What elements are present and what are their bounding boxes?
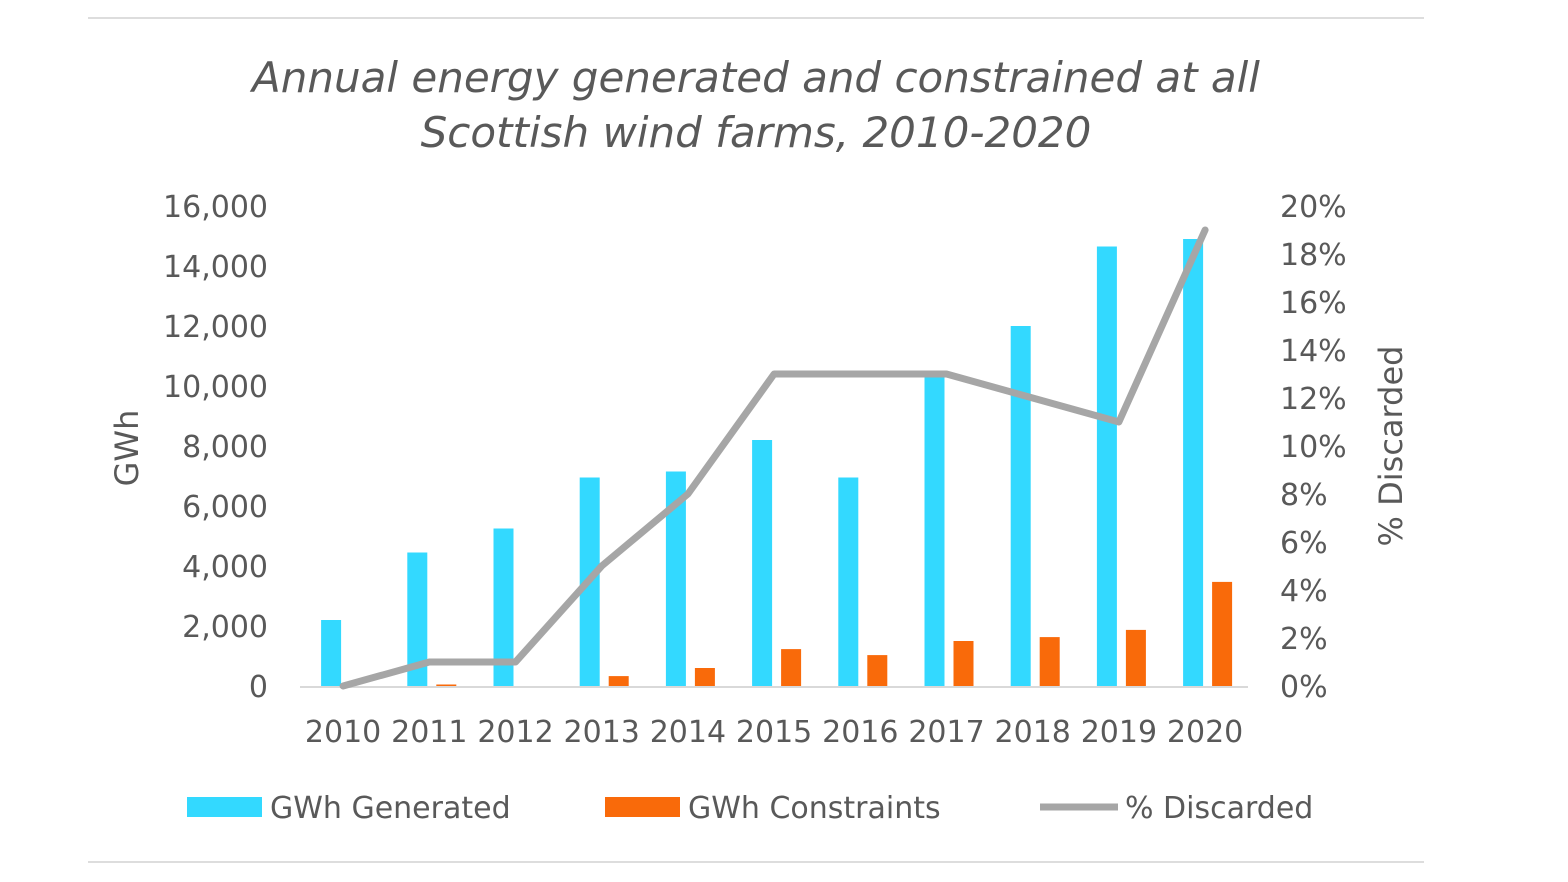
y-tick-label: 12,000 <box>163 310 268 345</box>
y2-tick-label: 16% <box>1280 286 1347 321</box>
bar-constraints <box>953 641 974 686</box>
y-tick-label: 8,000 <box>182 430 268 465</box>
x-tick-label: 2013 <box>564 715 640 750</box>
x-tick-label: 2011 <box>391 715 467 750</box>
y2-axis-label: % Discarded <box>1372 346 1410 547</box>
bar-generated <box>665 471 686 686</box>
chart-title-line1: Annual energy generated and constrained … <box>249 53 1260 102</box>
legend-label-generated: GWh Generated <box>270 791 511 826</box>
bar-generated <box>1183 239 1204 686</box>
x-tick-label: 2019 <box>1081 715 1157 750</box>
y-tick-label: 2,000 <box>182 610 268 645</box>
bar-constraints <box>1212 581 1233 686</box>
legend: GWh Generated GWh Constraints % Discarde… <box>187 791 1313 826</box>
y2-tick-label: 18% <box>1280 238 1347 273</box>
y-tick-label: 14,000 <box>163 250 268 285</box>
bar-constraints <box>1125 629 1146 686</box>
bar-constraints <box>1039 637 1060 686</box>
chart-title-line2: Scottish wind farms, 2010-2020 <box>421 108 1092 157</box>
bar-generated <box>321 620 342 686</box>
x-tick-label: 2012 <box>477 715 553 750</box>
bar-constraints <box>436 684 457 686</box>
y-axis-label: GWh <box>108 410 146 487</box>
legend-swatch-generated <box>187 797 262 817</box>
y-tick-label: 0 <box>249 670 268 705</box>
y2-tick-label: 6% <box>1280 526 1328 561</box>
y2-tick-label: 2% <box>1280 622 1328 657</box>
bar-generated <box>838 477 859 686</box>
line-discarded <box>339 226 1209 690</box>
x-tick-label: 2014 <box>650 715 726 750</box>
y2-tick-label: 4% <box>1280 574 1328 609</box>
bar-generated <box>752 440 773 686</box>
y-tick-label: 4,000 <box>182 550 268 585</box>
legend-swatch-constraints <box>605 797 680 817</box>
bar-generated <box>1010 326 1031 686</box>
legend-label-discarded: % Discarded <box>1125 791 1313 826</box>
y2-tick-label: 14% <box>1280 334 1347 369</box>
bar-constraints <box>694 668 715 686</box>
legend-label-constraints: GWh Constraints <box>688 791 941 826</box>
y2-tick-label: 20% <box>1280 190 1347 225</box>
y2-tick-label: 0% <box>1280 670 1328 705</box>
x-tick-label: 2016 <box>822 715 898 750</box>
x-tick-label: 2010 <box>305 715 381 750</box>
bar-generated <box>924 374 945 686</box>
y2-tick-label: 12% <box>1280 382 1347 417</box>
bar-generated <box>1096 246 1117 686</box>
y-tick-label: 16,000 <box>163 190 268 225</box>
y-tick-label: 6,000 <box>182 490 268 525</box>
y-tick-label: 10,000 <box>163 370 268 405</box>
x-tick-label: 2020 <box>1167 715 1243 750</box>
x-tick-label: 2015 <box>736 715 812 750</box>
bar-generated <box>493 528 514 686</box>
y2-tick-label: 10% <box>1280 430 1347 465</box>
x-tick-label: 2017 <box>908 715 984 750</box>
bar-constraints <box>867 655 888 686</box>
bar-constraints <box>781 649 802 686</box>
y2-tick-label: 8% <box>1280 478 1328 513</box>
bar-generated <box>407 552 428 686</box>
x-tick-label: 2018 <box>995 715 1071 750</box>
bar-constraints <box>608 676 629 686</box>
